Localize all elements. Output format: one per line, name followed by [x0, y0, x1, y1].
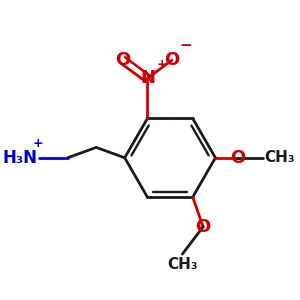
Text: O: O	[230, 149, 245, 167]
Text: O: O	[196, 218, 211, 236]
Text: CH₃: CH₃	[265, 150, 295, 165]
Text: N: N	[140, 69, 155, 87]
Text: −: −	[180, 38, 193, 53]
Text: CH₃: CH₃	[167, 257, 198, 272]
Text: +: +	[33, 137, 43, 150]
Text: O: O	[164, 51, 180, 69]
Text: O: O	[115, 51, 130, 69]
Text: H₃N: H₃N	[3, 149, 38, 167]
Text: +: +	[156, 58, 167, 70]
